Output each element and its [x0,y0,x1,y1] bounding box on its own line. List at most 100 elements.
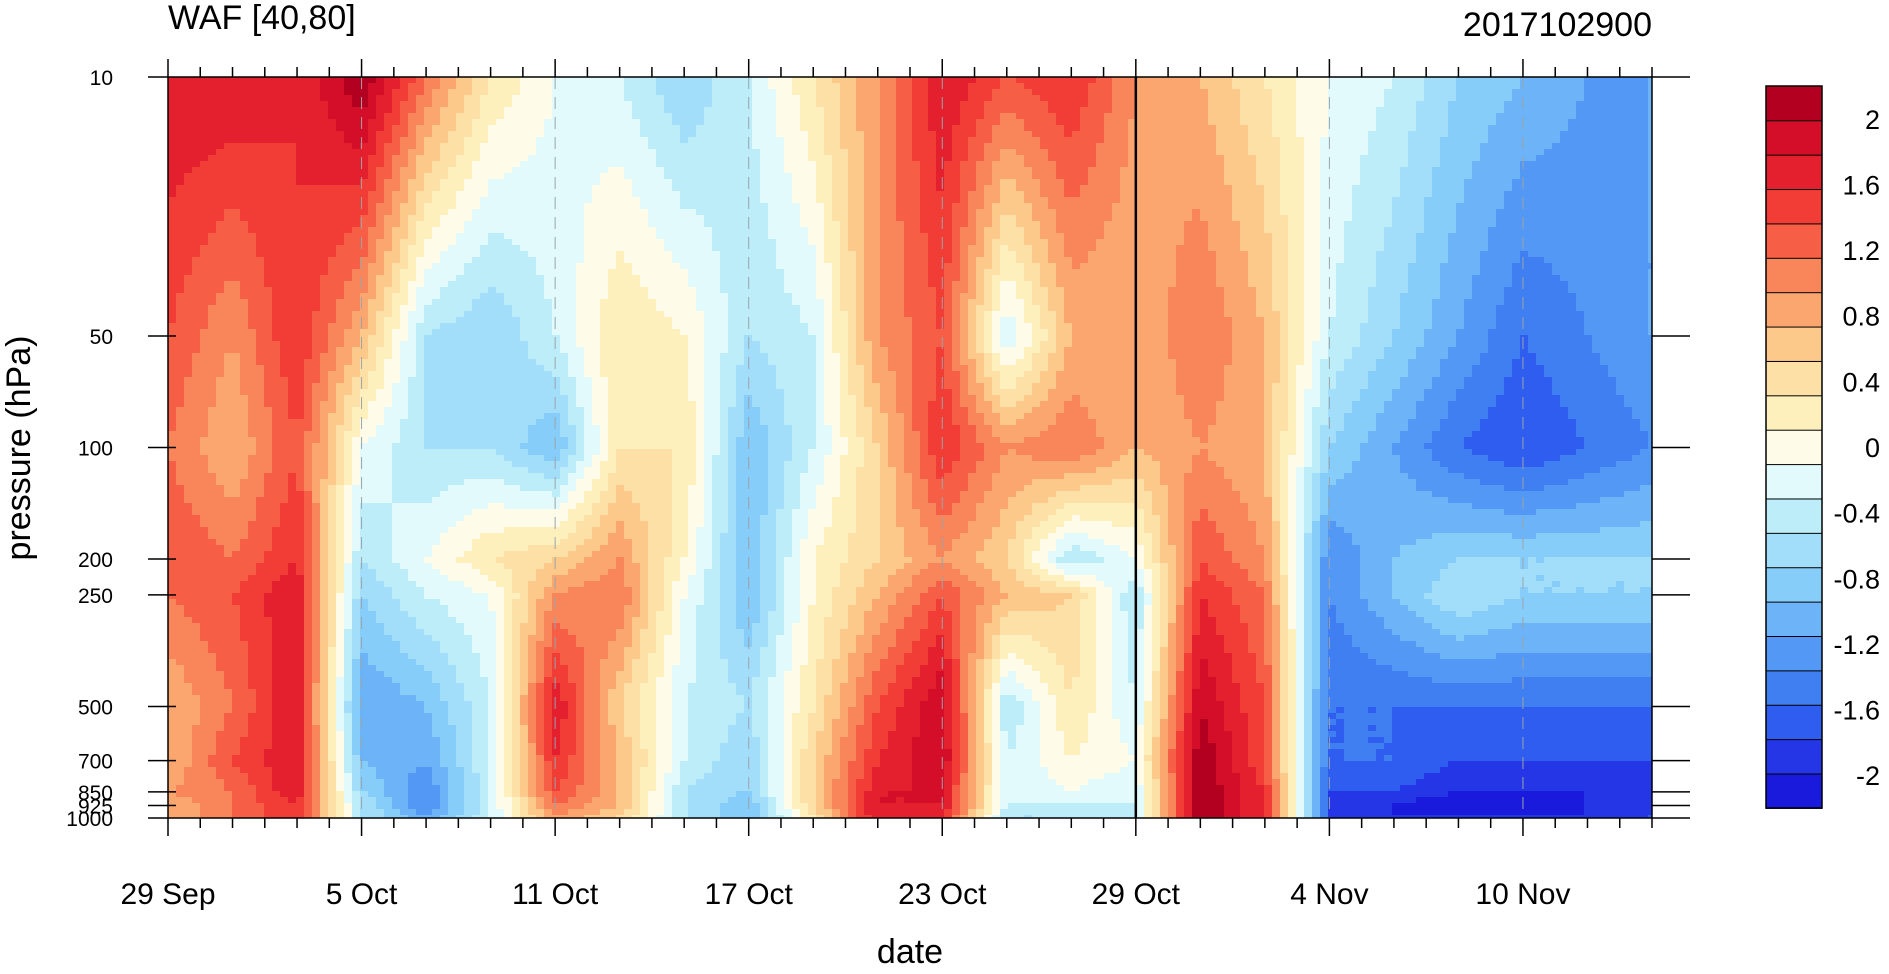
contour-cell [1376,209,1385,216]
contour-cell [520,137,529,144]
contour-cell [1504,149,1513,156]
contour-cell [1432,77,1441,84]
contour-cell [320,233,329,240]
contour-cell [256,215,265,222]
contour-cell [1272,143,1281,150]
contour-cell [832,155,841,162]
contour-cell [992,227,1001,234]
contour-cell [232,131,241,138]
contour-cell [856,197,865,204]
contour-cell [1216,167,1225,174]
contour-cell [1600,137,1609,144]
contour-cell [1216,137,1225,144]
contour-cell [752,89,761,96]
contour-cell [944,185,953,192]
contour-cell [1152,191,1161,198]
contour-cell [1640,227,1649,234]
contour-cell [616,203,625,210]
contour-cell [1264,137,1273,144]
contour-cell [480,143,489,150]
contour-cell [816,221,825,228]
contour-cell [1448,167,1457,174]
contour-cell [1608,155,1617,162]
contour-cell [488,149,497,156]
contour-cell [1008,137,1017,144]
contour-cell [336,215,345,222]
contour-cell [752,221,761,228]
contour-cell [1256,179,1265,186]
contour-cell [232,221,241,228]
contour-cell [752,179,761,186]
contour-cell [488,185,497,192]
contour-cell [248,113,257,120]
contour-cell [752,209,761,216]
contour-cell [568,125,577,132]
contour-cell [1328,149,1337,156]
contour-cell [944,113,953,120]
contour-cell [392,215,401,222]
contour-cell [640,155,649,162]
contour-cell [904,155,913,162]
contour-cell [848,215,857,222]
contour-cell [816,149,825,156]
contour-cell [872,143,881,150]
contour-cell [1144,197,1153,204]
contour-cell [1096,143,1105,150]
contour-cell [424,131,433,138]
contour-cell [168,89,177,96]
contour-cell [1448,197,1457,204]
contour-cell [1424,191,1433,198]
contour-cell [1624,113,1633,120]
contour-cell [368,173,377,180]
contour-cell [448,167,457,174]
contour-cell [1424,227,1433,234]
contour-cell [408,221,417,228]
contour-cell [864,137,873,144]
contour-cell [912,83,921,90]
contour-cell [224,113,233,120]
contour-cell [760,101,769,108]
contour-cell [1096,215,1105,222]
contour-cell [1512,131,1521,138]
contour-cell [928,233,937,240]
contour-cell [656,89,665,96]
contour-cell [536,233,545,240]
contour-cell [336,119,345,126]
contour-cell [1552,119,1561,126]
contour-cell [848,149,857,156]
contour-cell [1296,185,1305,192]
contour-cell [1360,203,1369,210]
contour-cell [640,197,649,204]
contour-cell [192,83,201,90]
contour-cell [1360,113,1369,120]
contour-cell [400,155,409,162]
contour-cell [1560,197,1569,204]
contour-cell [280,113,289,120]
contour-cell [1136,233,1145,240]
contour-cell [1272,173,1281,180]
contour-cell [280,209,289,216]
contour-cell [464,95,473,102]
contour-cell [512,137,521,144]
contour-cell [720,227,729,234]
contour-cell [320,107,329,114]
contour-cell [1360,185,1369,192]
contour-cell [200,83,209,90]
contour-cell [952,131,961,138]
contour-cell [1208,197,1217,204]
contour-cell [1024,161,1033,168]
contour-cell [840,173,849,180]
contour-cell [952,179,961,186]
contour-cell [496,125,505,132]
contour-cell [512,221,521,228]
contour-cell [936,149,945,156]
contour-cell [1520,215,1529,222]
contour-cell [240,137,249,144]
contour-cell [184,203,193,210]
contour-cell [480,209,489,216]
contour-cell [776,77,785,84]
contour-cell [1496,83,1505,90]
contour-cell [656,143,665,150]
contour-cell [968,233,977,240]
contour-cell [1592,191,1601,198]
